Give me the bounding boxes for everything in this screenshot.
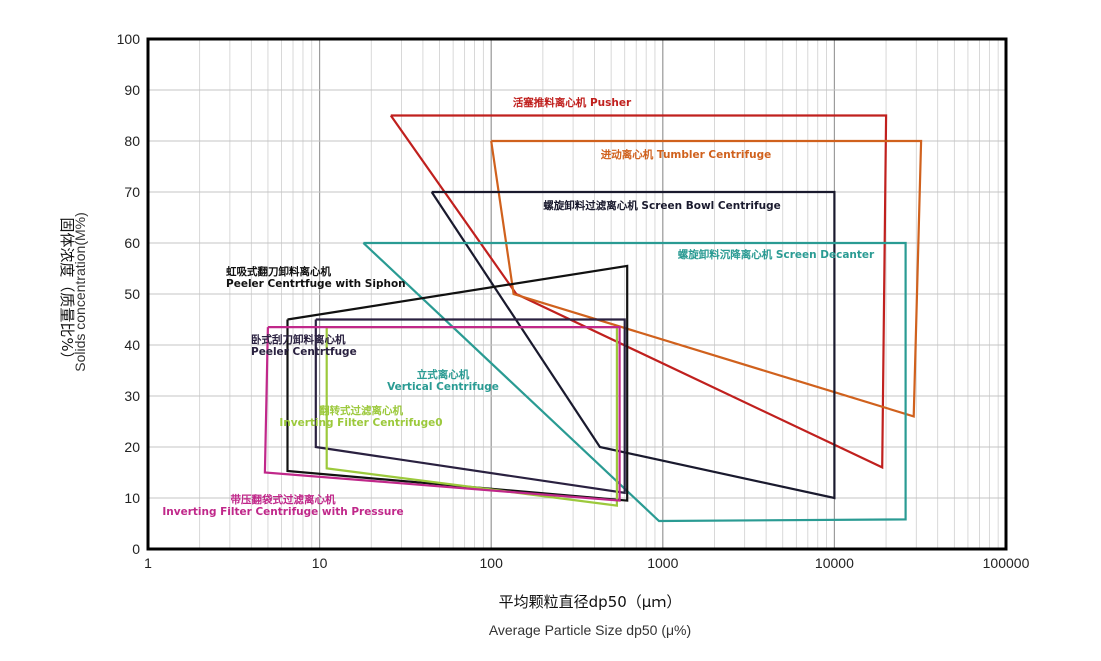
region-outline [286, 264, 629, 502]
region-outline [430, 190, 836, 500]
region-label: 虹吸式翻刀卸料离心机 [226, 265, 331, 278]
y-tick-label: 50 [124, 286, 140, 302]
region-labels: 活塞推料离心机 Pusher 进动离心机 Tumbler Centrifuge 螺旋… [162, 96, 875, 518]
y-tick-label: 60 [124, 235, 140, 251]
region-label-en: Vertical Centrifuge [387, 381, 499, 393]
region-label: 带压翻袋式过滤离心机 [231, 493, 336, 506]
region-label-en: Peeler Centrtfuge [251, 346, 357, 358]
region-label: 螺旋卸料过滤离心机 Screen Bowl Centrifuge [543, 199, 780, 212]
region-label-en: Inverting Filter Centrifuge with Pressur… [162, 506, 403, 518]
region-label: 螺旋卸料沉降离心机 Screen Decanter [678, 248, 875, 261]
y-tick-label: 100 [117, 31, 141, 47]
y-tick-label: 0 [132, 541, 140, 557]
x-tick-label: 10000 [815, 555, 854, 571]
y-tick-label: 30 [124, 388, 140, 404]
y-tick-labels: 0 10 20 30 40 50 60 70 80 90 100 [117, 31, 141, 557]
x-axis-title-en: Average Particle Size dp50 (μ%) [489, 622, 691, 638]
x-axis-title-cn: 平均颗粒直径dp50（μｍ） [499, 593, 682, 611]
region-label: 活塞推料离心机 Pusher [513, 96, 632, 109]
region-label-en: Inverting Filter Centrifuge0 [279, 417, 442, 429]
region-outline [490, 139, 923, 418]
region-label: 卧式刮刀卸料离心机 [251, 333, 346, 346]
y-tick-label: 40 [124, 337, 140, 353]
y-tick-label: 90 [124, 82, 140, 98]
region-outline [389, 114, 888, 470]
y-tick-label: 80 [124, 133, 140, 149]
region-label-en: Peeler Centrtfuge with Siphon [226, 278, 406, 290]
x-tick-label: 100 [480, 555, 504, 571]
x-tick-label: 1000 [647, 555, 678, 571]
y-tick-label: 10 [124, 490, 140, 506]
y-axis-title-en: Solids concentration(M%) [72, 212, 88, 372]
x-tick-labels: 1 10 100 1000 10000 100000 [144, 555, 1029, 571]
x-tick-label: 1 [144, 555, 152, 571]
region-outline [314, 318, 626, 495]
region-outline [263, 326, 621, 502]
x-tick-label: 100000 [983, 555, 1030, 571]
region-label: 进动离心机 Tumbler Centrifuge [601, 148, 771, 161]
y-tick-label: 70 [124, 184, 140, 200]
y-axis-title-cn: 固体浓度（质量比%） [58, 217, 76, 366]
region-label: 翻转式过滤离心机 [319, 404, 403, 417]
region-label: 立式离心机 [417, 368, 470, 381]
y-tick-label: 20 [124, 439, 140, 455]
x-tick-label: 10 [312, 555, 328, 571]
plot-frame [146, 37, 1008, 551]
region-outline [362, 241, 907, 523]
region-polygons [263, 114, 923, 523]
